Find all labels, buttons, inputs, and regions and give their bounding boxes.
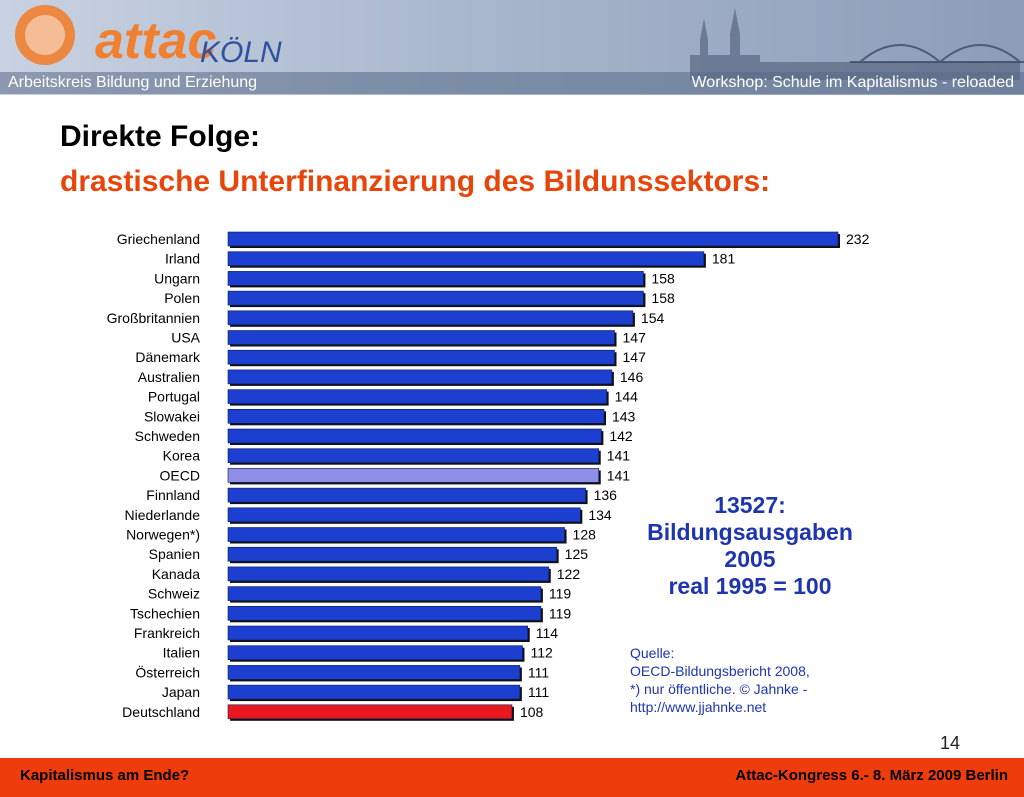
logo-text: attac [95,12,216,70]
bar [227,527,565,542]
bar [227,369,613,385]
category-label: Tschechien [130,605,200,621]
category-label: Slowakei [144,408,200,424]
value-label: 114 [536,625,559,641]
source-line: *) nur öffentliche. © Jahnke - [630,681,808,697]
source-line: Quelle: [630,645,675,661]
value-label: 112 [530,645,553,661]
category-label: Kanada [152,566,200,582]
annotation-line: 13527: [714,492,786,518]
value-label: 125 [565,546,589,562]
slide-title: Direkte Folge: [60,120,261,153]
bar [227,605,542,621]
annotation-line: real 1995 = 100 [668,573,832,599]
header-left-caption: Arbeitskreis Bildung und Erziehung [8,74,258,91]
annotation-line: Bildungsausgaben [647,519,853,545]
source-line: OECD-Bildungsbericht 2008, [630,663,810,679]
value-label: 158 [651,290,675,306]
footer-right-text: Attac-Kongress 6.- 8. März 2009 Berlin [735,767,1008,784]
value-label: 147 [623,349,647,365]
bar [227,507,581,523]
bar [227,448,600,464]
category-label: Australien [138,369,200,385]
bar [227,231,839,247]
footer-bar [0,758,1024,797]
annotation-line: 2005 [724,546,776,572]
value-label: 119 [549,586,572,602]
category-label: Spanien [149,546,200,562]
bar [227,625,529,641]
bar [227,546,557,562]
category-label: Ungarn [154,270,200,286]
category-label: Polen [164,290,200,306]
bar [227,251,705,266]
category-label: Italien [163,645,200,661]
category-label: Griechenland [117,231,200,247]
bar [227,665,521,680]
bar [227,487,586,503]
value-label: 111 [528,664,549,680]
bar [227,271,644,286]
bar [227,310,634,326]
source-link[interactable]: http://www.jjahnke.net [630,699,767,715]
value-label: 142 [609,428,633,444]
category-label: Finnland [146,487,200,503]
category-label: USA [171,330,200,346]
value-label: 146 [620,369,644,385]
value-label: 143 [612,408,636,424]
bar-chart: Griechenland 232 Irland 181 Ungarn 158 Polen 15… [107,231,870,721]
bar [227,330,615,345]
category-label: Korea [163,448,201,464]
caption-bar [0,72,1024,94]
source-note: Quelle: OECD-Bildungsbericht 2008, *) nu… [630,644,810,716]
value-label: 232 [846,231,870,247]
value-label: 136 [594,487,618,503]
category-label: Norwegen*) [126,527,200,543]
value-label: 122 [557,566,581,582]
value-label: 154 [641,310,665,326]
bar [227,290,644,306]
attac-logo: attac KÖLN [15,5,282,70]
bar [227,389,607,404]
bar [227,468,600,483]
value-label: 111 [528,684,549,700]
bar [227,349,615,365]
category-label: Schweiz [148,586,200,602]
category-label: Dänemark [135,349,201,365]
value-label: 134 [588,507,612,523]
header-right-caption: Workshop: Schule im Kapitalismus - reloa… [691,74,1014,91]
bridge-image [850,44,1024,63]
category-label: Frankreich [134,625,200,641]
category-label: Deutschland [122,704,200,720]
category-label: Portugal [148,389,200,405]
chart-annotation: 13527: Bildungsausgaben 2005 real 1995 =… [625,492,875,600]
logo-city: KÖLN [200,36,282,69]
category-label: OECD [160,467,200,483]
bar [227,428,602,444]
bar [227,684,521,700]
slide-subtitle: drastische Unterfinanzierung des Bilduns… [60,165,771,198]
page-number: 14 [940,733,961,753]
category-label: Japan [162,684,200,700]
bar [227,704,513,720]
value-label: 144 [615,389,639,405]
value-label: 141 [607,467,631,483]
value-label: 128 [573,527,597,543]
bar [227,586,542,601]
value-label: 141 [607,448,631,464]
bar [227,408,605,424]
value-label: 108 [520,704,544,720]
category-label: Schweden [135,428,200,444]
category-label: Großbritannien [107,310,200,326]
category-label: Irland [165,251,200,267]
category-label: Österreich [135,663,200,680]
value-label: 181 [712,251,736,267]
value-label: 158 [651,270,675,286]
category-label: Niederlande [125,507,201,523]
bar [227,645,523,661]
footer-left-text: Kapitalismus am Ende? [20,767,190,784]
value-label: 147 [623,330,647,346]
value-label: 119 [549,605,572,621]
bar [227,566,550,582]
